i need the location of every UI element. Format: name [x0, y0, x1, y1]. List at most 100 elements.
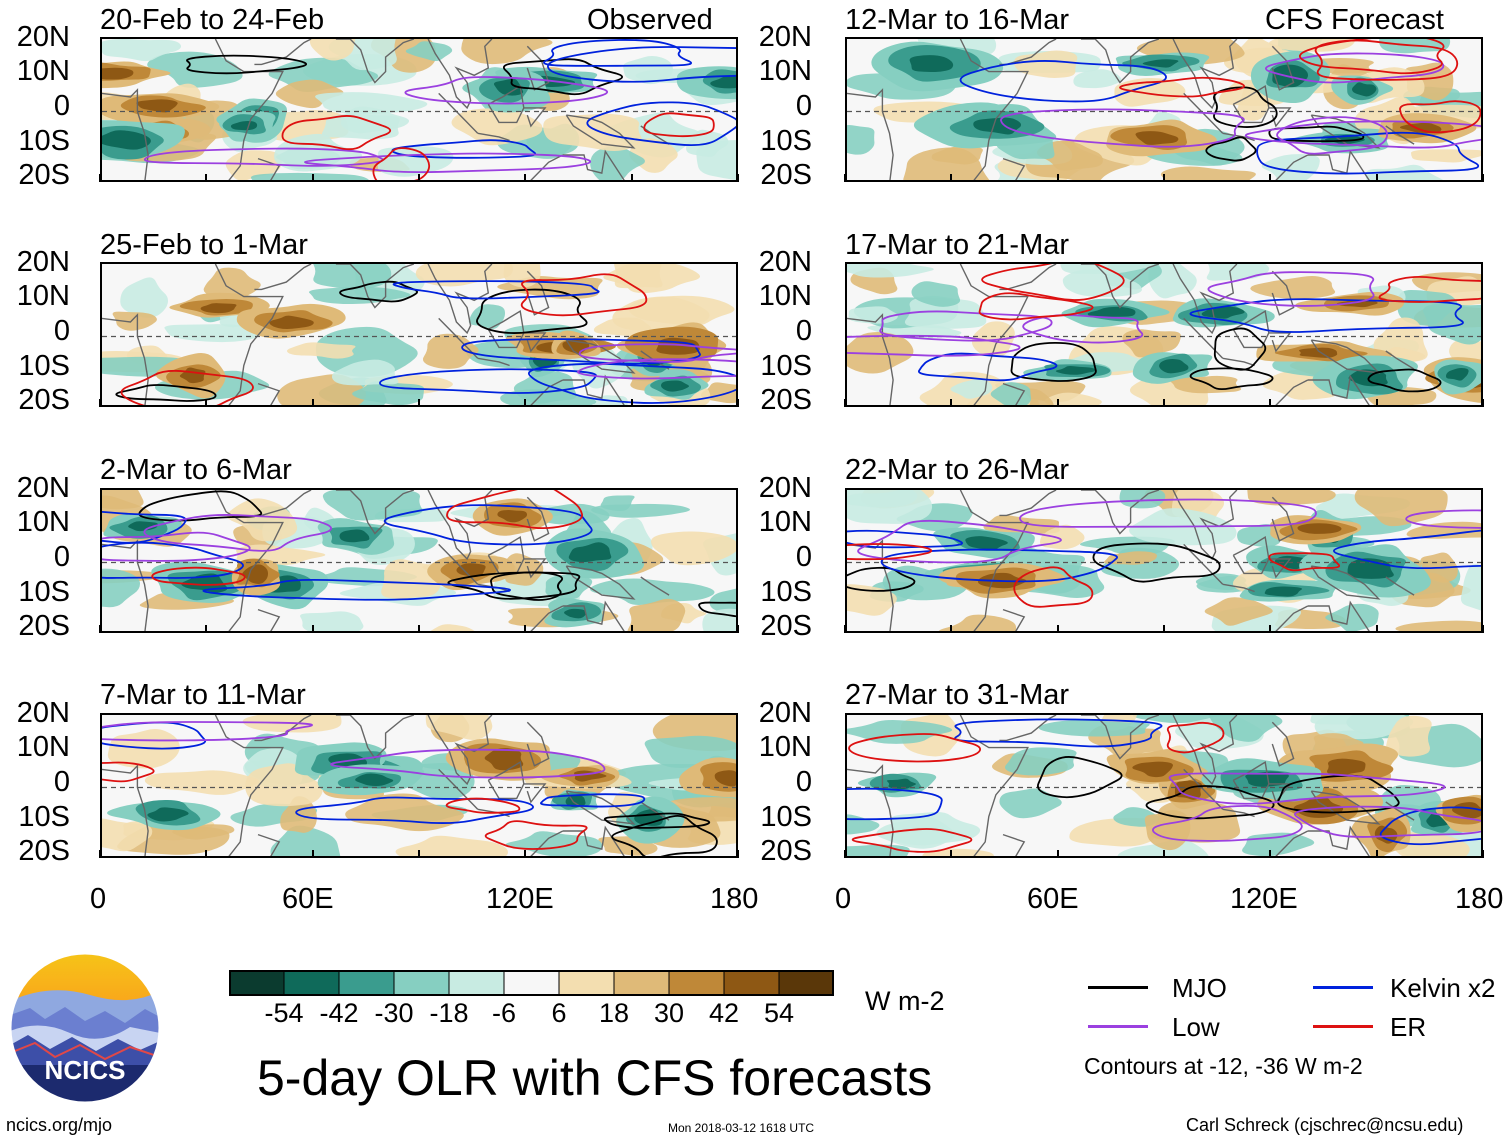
contour-low [576, 358, 736, 380]
coastline [1275, 379, 1309, 405]
y-tick-label: 10S [18, 125, 70, 157]
y-tick-label: 20N [758, 697, 812, 729]
contour-low [304, 152, 591, 173]
x-tick-mark [844, 625, 846, 633]
coastline [1080, 490, 1160, 535]
olr-anomaly-core [1245, 771, 1289, 787]
colorbar-swatch [449, 970, 505, 996]
map-panel [845, 713, 1483, 858]
olr-anomaly-patch [847, 844, 910, 856]
coastline [847, 764, 894, 856]
contour-kelvin-x2 [391, 139, 537, 159]
coastline [1222, 357, 1255, 367]
olr-anomaly-core [1336, 299, 1378, 308]
colorbar-label: -54 [264, 998, 304, 1028]
map-panel [845, 488, 1483, 633]
contour-mjo [1367, 368, 1442, 393]
contour-mjo [611, 814, 718, 856]
olr-anomaly-core [339, 529, 370, 543]
olr-anomaly-core [573, 770, 607, 782]
x-tick-mark [99, 399, 101, 407]
contour-er [978, 292, 1094, 321]
coastline [1310, 339, 1381, 374]
x-tick-mark [1269, 174, 1272, 182]
olr-anomaly-patch [1395, 620, 1481, 631]
x-tick-label: 0 [90, 883, 107, 915]
x-tick-label: 0 [835, 883, 852, 915]
ncics-logo: NCICS [10, 953, 160, 1103]
olr-anomaly-core [714, 770, 736, 787]
coastline [1307, 600, 1370, 631]
legend-line-kelvin [1313, 986, 1373, 989]
contour-er [847, 543, 933, 561]
olr-anomaly-core [1299, 347, 1338, 358]
olr-anomaly-patch [112, 311, 157, 331]
x-tick-label: 180 [1455, 883, 1504, 915]
x-tick-mark [311, 174, 314, 182]
coastline [1183, 317, 1224, 359]
y-tick-label: 10N [758, 55, 812, 87]
coastline [1310, 565, 1381, 600]
coastline [1271, 45, 1295, 91]
contour-kelvin-x2 [954, 718, 1163, 748]
coastline [1271, 721, 1295, 767]
contour-er [643, 112, 715, 138]
coastline [477, 357, 510, 367]
olr-anomaly-patch [203, 267, 261, 299]
contour-low [1000, 108, 1245, 148]
olr-anomaly-core [965, 536, 1008, 551]
x-tick-mark [524, 399, 527, 407]
x-tick-mark [311, 399, 314, 407]
olr-anomaly-patch [1237, 524, 1282, 547]
olr-anomaly-patch [331, 359, 399, 386]
x-tick-mark [1056, 625, 1059, 633]
panel-title: 22-Mar to 26-Mar [845, 454, 1070, 486]
olr-anomaly-patch [422, 333, 479, 369]
x-tick-mark [99, 174, 101, 182]
y-tick-label: 10S [18, 576, 70, 608]
x-tick-mark [1482, 399, 1484, 407]
coastline [427, 715, 493, 786]
olr-anomaly-patch [1103, 551, 1157, 565]
contour-low [1168, 772, 1446, 805]
coastline [562, 374, 625, 405]
coastline [999, 715, 1057, 742]
x-tick-mark [1375, 399, 1378, 407]
olr-anomaly-patch [911, 281, 961, 307]
source-url[interactable]: ncics.org/mjo [6, 1115, 113, 1135]
olr-anomaly-patch [882, 565, 967, 601]
olr-anomaly-patch [1204, 597, 1273, 626]
y-tick-label: 10N [16, 506, 70, 538]
panel-title: 20-Feb to 24-Feb [100, 4, 325, 36]
map-panel [100, 262, 738, 407]
olr-anomaly-core [1264, 586, 1303, 597]
contour-low [857, 519, 1062, 564]
olr-anomaly-core [200, 303, 237, 314]
olr-anomaly-patch [1386, 715, 1432, 757]
contour-mjo [1010, 341, 1097, 382]
olr-anomaly-patch [593, 317, 652, 337]
x-tick-mark [205, 850, 208, 858]
x-tick-mark [950, 399, 953, 407]
x-tick-mark [418, 399, 420, 407]
olr-anomaly-patch [1250, 276, 1336, 299]
y-tick-label: 0 [795, 541, 812, 573]
coastline [438, 92, 479, 134]
y-tick-label: 20N [758, 21, 812, 53]
olr-anomaly-patch [627, 598, 686, 631]
x-tick-mark [737, 174, 739, 182]
x-tick-label: 120E [486, 883, 554, 915]
olr-anomaly-patch [430, 624, 475, 631]
colorbar-label: -42 [319, 998, 359, 1028]
legend-line-low [1088, 1025, 1148, 1028]
contour-er [851, 828, 973, 853]
olr-anomaly-core [1055, 365, 1096, 375]
chart-title: 5-day OLR with CFS forecasts [257, 1050, 933, 1106]
contour-low [1022, 314, 1144, 344]
contour-kelvin-x2 [383, 504, 593, 546]
olr-anomaly-patch [309, 39, 356, 61]
olr-anomaly-patch [600, 495, 635, 512]
olr-anomaly-patch [1460, 564, 1481, 611]
olr-anomaly-core [355, 773, 394, 787]
coastline [1172, 715, 1238, 786]
